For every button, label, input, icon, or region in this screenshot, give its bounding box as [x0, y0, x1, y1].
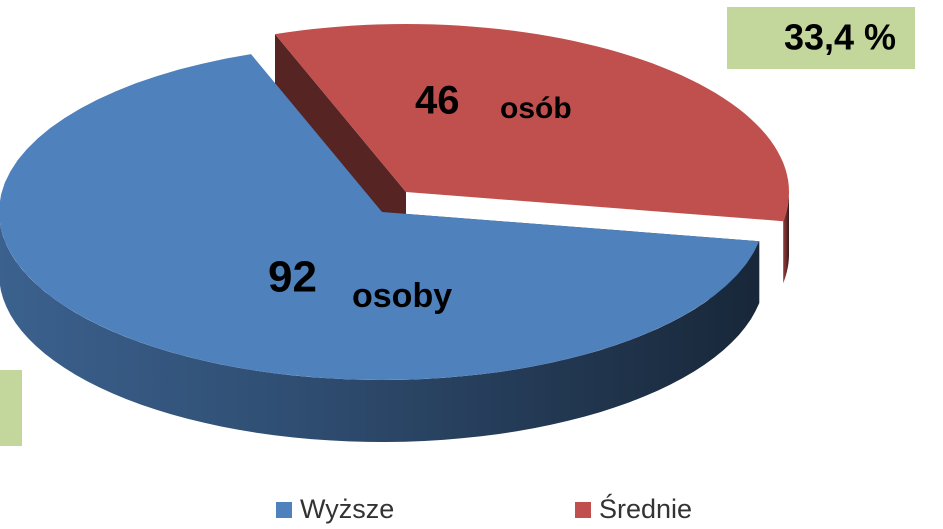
data-label-unit: osoby — [352, 277, 452, 315]
legend-label: Średnie — [599, 492, 692, 524]
data-label-unit: osób — [500, 92, 572, 125]
annotation: 33,4 % — [784, 17, 896, 58]
data-label: 46 — [415, 79, 460, 123]
legend-swatch — [575, 502, 591, 518]
slice-side — [0, 223, 760, 442]
slice-side — [783, 192, 789, 284]
legend-label: Wyższe — [300, 494, 394, 524]
slice — [0, 54, 760, 380]
annotation-box — [727, 7, 915, 69]
side-box — [0, 370, 22, 446]
slice-edge — [275, 34, 406, 254]
data-label: 92 — [268, 253, 317, 302]
slice — [275, 24, 789, 222]
legend-swatch — [276, 502, 292, 518]
